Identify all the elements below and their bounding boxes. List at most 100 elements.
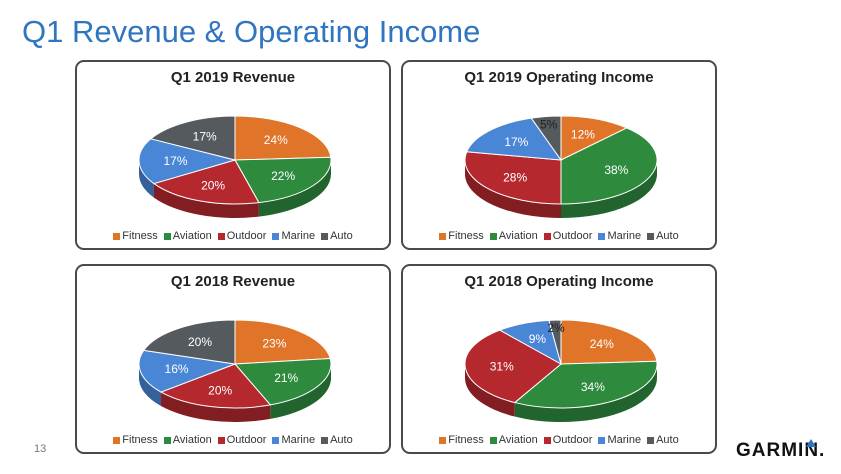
pie-slice-side-aviation [270,364,331,419]
legend-label: Fitness [122,230,158,242]
data-label-outdoor: 28% [503,170,527,184]
legend-label: Outdoor [226,230,267,242]
data-label-aviation: 21% [274,371,298,385]
legend-swatch [321,232,329,240]
legend-entry-fitness: Fitness [439,230,484,242]
data-label-aviation: 38% [604,163,628,177]
pie-slice-auto [530,115,562,162]
legend-swatch [321,436,329,444]
pie-slice-aviation [560,127,658,205]
logo-triangle-icon [806,439,816,447]
chart-title: Q1 2019 Operating Income [464,69,654,86]
pie-slice-outdoor [159,363,272,409]
legend-swatch [272,232,280,240]
legend-swatch [598,232,606,240]
chart-panel-2019-operating-income: Q1 2019 Operating Income 12% 38% 28% 17% 5% … [401,60,717,250]
legend-swatch [163,232,171,240]
slide-title: Q1 Revenue & Operating Income [22,14,481,49]
legend-entry-marine: Marine [272,230,315,242]
pie-chart: 23% 21% 20% 16% 20% [138,319,332,422]
legend-entry-fitness: Fitness [113,434,158,446]
pie-slice-outdoor [464,151,562,205]
legend-swatch [439,436,447,444]
legend-label: Fitness [448,230,484,242]
data-label-marine: 17% [163,154,187,168]
legend-swatch [217,436,225,444]
legend-entry-auto: Auto [647,230,679,242]
legend-entry-outdoor: Outdoor [543,230,593,242]
chart-legend: Fitness Aviation Outdoor Marine Auto [403,434,715,446]
pie-slice-auto [149,115,236,161]
legend-label: Aviation [498,434,538,446]
legend-label: Auto [656,230,679,242]
legend-entry-aviation: Aviation [489,434,538,446]
legend-label: Aviation [498,230,538,242]
pie-slice-side-outdoor [161,392,271,422]
data-label-auto: 17% [193,130,217,144]
legend-label: Outdoor [552,434,593,446]
legend-label: Outdoor [226,434,267,446]
pie-slice-side-outdoor [465,160,561,218]
data-label-fitness: 12% [571,128,595,142]
legend-label: Marine [281,230,316,242]
pie-slice-fitness [234,115,332,161]
pie-slice-marine [465,117,563,161]
pie-slice-side-marine [139,160,154,198]
chart-legend: Fitness Aviation Outdoor Marine Auto [77,434,389,446]
chart-title: Q1 2019 Revenue [170,69,296,86]
legend-label: Aviation [172,230,212,242]
legend-label: Aviation [172,434,212,446]
legend-swatch [647,436,655,444]
pie-chart: 12% 38% 28% 17% 5% [464,115,658,218]
legend-label: Auto [330,230,353,242]
legend-label: Marine [281,434,316,446]
legend-swatch [489,232,497,240]
chart-legend: Fitness Aviation Outdoor Marine Auto [403,230,715,242]
data-label-marine: 17% [504,135,528,149]
pie-slice-fitness [560,115,628,161]
pie-slice-fitness [560,319,658,365]
data-label-marine: 16% [165,362,189,376]
legend-label: Marine [607,434,642,446]
pie-slice-marine [138,138,237,185]
garmin-logo: GARMIN. [736,440,826,461]
legend-entry-marine: Marine [272,434,315,446]
pie-slice-side-aviation [561,160,657,218]
chart-title: Q1 2018 Revenue [170,273,296,290]
data-label-auto: 20% [188,335,212,349]
pie-slice-side-outdoor [465,364,515,417]
legend-swatch [163,436,171,444]
legend-label: Outdoor [552,230,593,242]
legend-swatch [598,436,606,444]
pie-slice-side-outdoor [153,183,259,219]
pie-slice-side-aviation [258,160,331,217]
legend-label: Auto [656,434,679,446]
pie-slice-auto [548,319,562,365]
legend-label: Marine [607,230,642,242]
legend-entry-outdoor: Outdoor [217,230,267,242]
data-label-aviation: 34% [581,380,605,394]
legend-swatch [647,232,655,240]
legend-entry-aviation: Aviation [489,230,538,242]
legend-entry-outdoor: Outdoor [217,434,267,446]
pie-chart: 24% 34% 31% 9%2% [464,319,658,422]
chart-title: Q1 2018 Operating Income [464,273,654,290]
pie-slice-auto [142,319,236,365]
legend-entry-marine: Marine [598,230,641,242]
chart-panel-2019-revenue: Q1 2019 Revenue 24% 22% 20% 17% 17% Fitness A… [75,60,391,250]
chart-panel-2018-revenue: Q1 2018 Revenue 23% 21% 20% 16% 20% Fitness A… [75,264,391,454]
legend-entry-fitness: Fitness [113,230,158,242]
legend-label: Fitness [122,434,158,446]
legend-swatch [113,232,121,240]
data-label-marine: 9% [529,332,547,346]
legend-entry-aviation: Aviation [163,434,212,446]
legend-entry-outdoor: Outdoor [543,434,593,446]
pie-slice-fitness [234,319,331,365]
legend-entry-auto: Auto [321,230,353,242]
pie-slice-aviation [234,156,332,204]
pie-slice-side-aviation [514,364,657,422]
legend-swatch [543,436,551,444]
legend-swatch [489,436,497,444]
legend-entry-aviation: Aviation [163,230,212,242]
legend-entry-auto: Auto [321,434,353,446]
